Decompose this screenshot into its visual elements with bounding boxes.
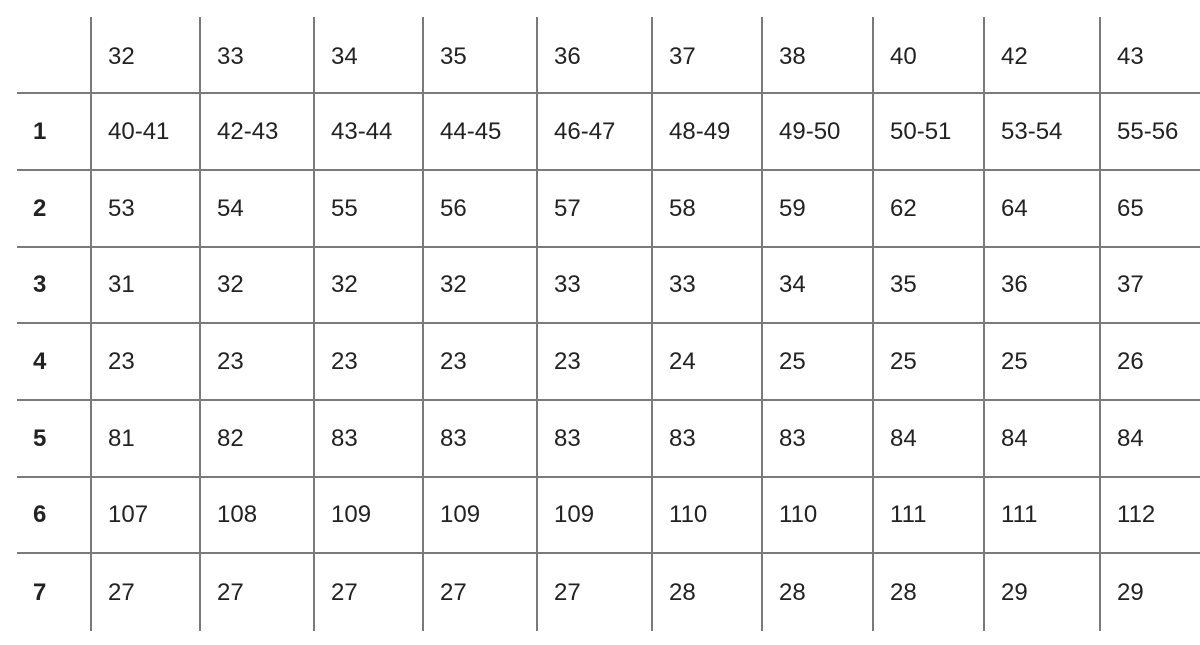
header-cell: 34 [313,17,424,94]
table-cell: 54 [199,169,315,248]
table-cell: 83 [313,399,424,478]
row-label-cell: 4 [17,322,92,401]
table-row: 3 31 32 32 32 33 33 34 35 36 37 [17,246,1200,324]
header-cell: 40 [872,17,985,94]
table-cell: 23 [90,322,201,401]
table-cell: 40-41 [90,92,201,171]
table-cell: 29 [1099,552,1200,631]
table-cell: 49-50 [761,92,874,171]
table-row: 7 27 27 27 27 27 28 28 28 29 29 [17,552,1200,631]
table-cell: 43-44 [313,92,424,171]
table-cell: 84 [983,399,1101,478]
table-cell: 33 [651,246,763,324]
table-cell: 83 [422,399,538,478]
header-cell: 33 [199,17,315,94]
table-cell: 28 [761,552,874,631]
table-cell: 83 [761,399,874,478]
table-cell: 42-43 [199,92,315,171]
table-cell: 58 [651,169,763,248]
table-cell: 83 [536,399,653,478]
table-cell: 27 [536,552,653,631]
table-cell: 27 [90,552,201,631]
table-cell: 109 [536,476,653,554]
table-cell: 36 [983,246,1101,324]
table-cell: 59 [761,169,874,248]
header-cell: 35 [422,17,538,94]
table-row: 2 53 54 55 56 57 58 59 62 64 65 [17,169,1200,248]
header-cell: 37 [651,17,763,94]
table-cell: 83 [651,399,763,478]
table-cell: 55-56 [1099,92,1200,171]
table-cell: 32 [422,246,538,324]
table-cell: 82 [199,399,315,478]
header-cell: 32 [90,17,201,94]
table-cell: 29 [983,552,1101,631]
table-cell: 25 [872,322,985,401]
table-cell: 23 [422,322,538,401]
table-cell: 81 [90,399,201,478]
table-cell: 53-54 [983,92,1101,171]
table-cell: 110 [651,476,763,554]
row-label-cell: 1 [17,92,92,171]
table-cell: 55 [313,169,424,248]
table-cell: 33 [536,246,653,324]
table-cell: 84 [1099,399,1200,478]
header-cell: 43 [1099,17,1200,94]
table-cell: 27 [199,552,315,631]
table-cell: 48-49 [651,92,763,171]
row-label-cell: 3 [17,246,92,324]
header-cell: 42 [983,17,1101,94]
table-cell: 109 [313,476,424,554]
table-cell: 108 [199,476,315,554]
table-row: 6 107 108 109 109 109 110 110 111 111 112 [17,476,1200,554]
table-cell: 28 [651,552,763,631]
table-cell: 24 [651,322,763,401]
table-cell: 23 [199,322,315,401]
table-row: 4 23 23 23 23 23 24 25 25 25 26 [17,322,1200,401]
table-cell: 56 [422,169,538,248]
table-cell: 111 [983,476,1101,554]
table-cell: 31 [90,246,201,324]
table-cell: 50-51 [872,92,985,171]
table-cell: 112 [1099,476,1200,554]
table-cell: 26 [1099,322,1200,401]
table-cell: 107 [90,476,201,554]
table-row: 5 81 82 83 83 83 83 83 84 84 84 [17,399,1200,478]
table-cell: 110 [761,476,874,554]
table-cell: 65 [1099,169,1200,248]
row-label-cell: 6 [17,476,92,554]
table-cell: 32 [313,246,424,324]
row-label-cell: 5 [17,399,92,478]
table-cell: 57 [536,169,653,248]
header-cell: 38 [761,17,874,94]
header-cell [17,17,92,94]
table-cell: 23 [313,322,424,401]
table-cell: 23 [536,322,653,401]
header-cell: 36 [536,17,653,94]
table-cell: 32 [199,246,315,324]
table-cell: 37 [1099,246,1200,324]
table-cell: 35 [872,246,985,324]
table-cell: 84 [872,399,985,478]
table-row: 1 40-41 42-43 43-44 44-45 46-47 48-49 49-50 50-5… [17,92,1200,171]
header-row: 32 33 34 35 36 37 38 40 42 43 [17,17,1200,94]
table-cell: 53 [90,169,201,248]
row-label-cell: 7 [17,552,92,631]
table-cell: 111 [872,476,985,554]
table-cell: 64 [983,169,1101,248]
table-cell: 27 [422,552,538,631]
table-cell: 62 [872,169,985,248]
table-cell: 109 [422,476,538,554]
row-label-cell: 2 [17,169,92,248]
table-cell: 34 [761,246,874,324]
table-cell: 25 [761,322,874,401]
table-cell: 28 [872,552,985,631]
table-cell: 27 [313,552,424,631]
table-cell: 46-47 [536,92,653,171]
table-cell: 25 [983,322,1101,401]
size-table: 32 33 34 35 36 37 38 40 42 43 1 40-41 42-43 43-44 44-4… [17,17,1200,631]
table-cell: 44-45 [422,92,538,171]
